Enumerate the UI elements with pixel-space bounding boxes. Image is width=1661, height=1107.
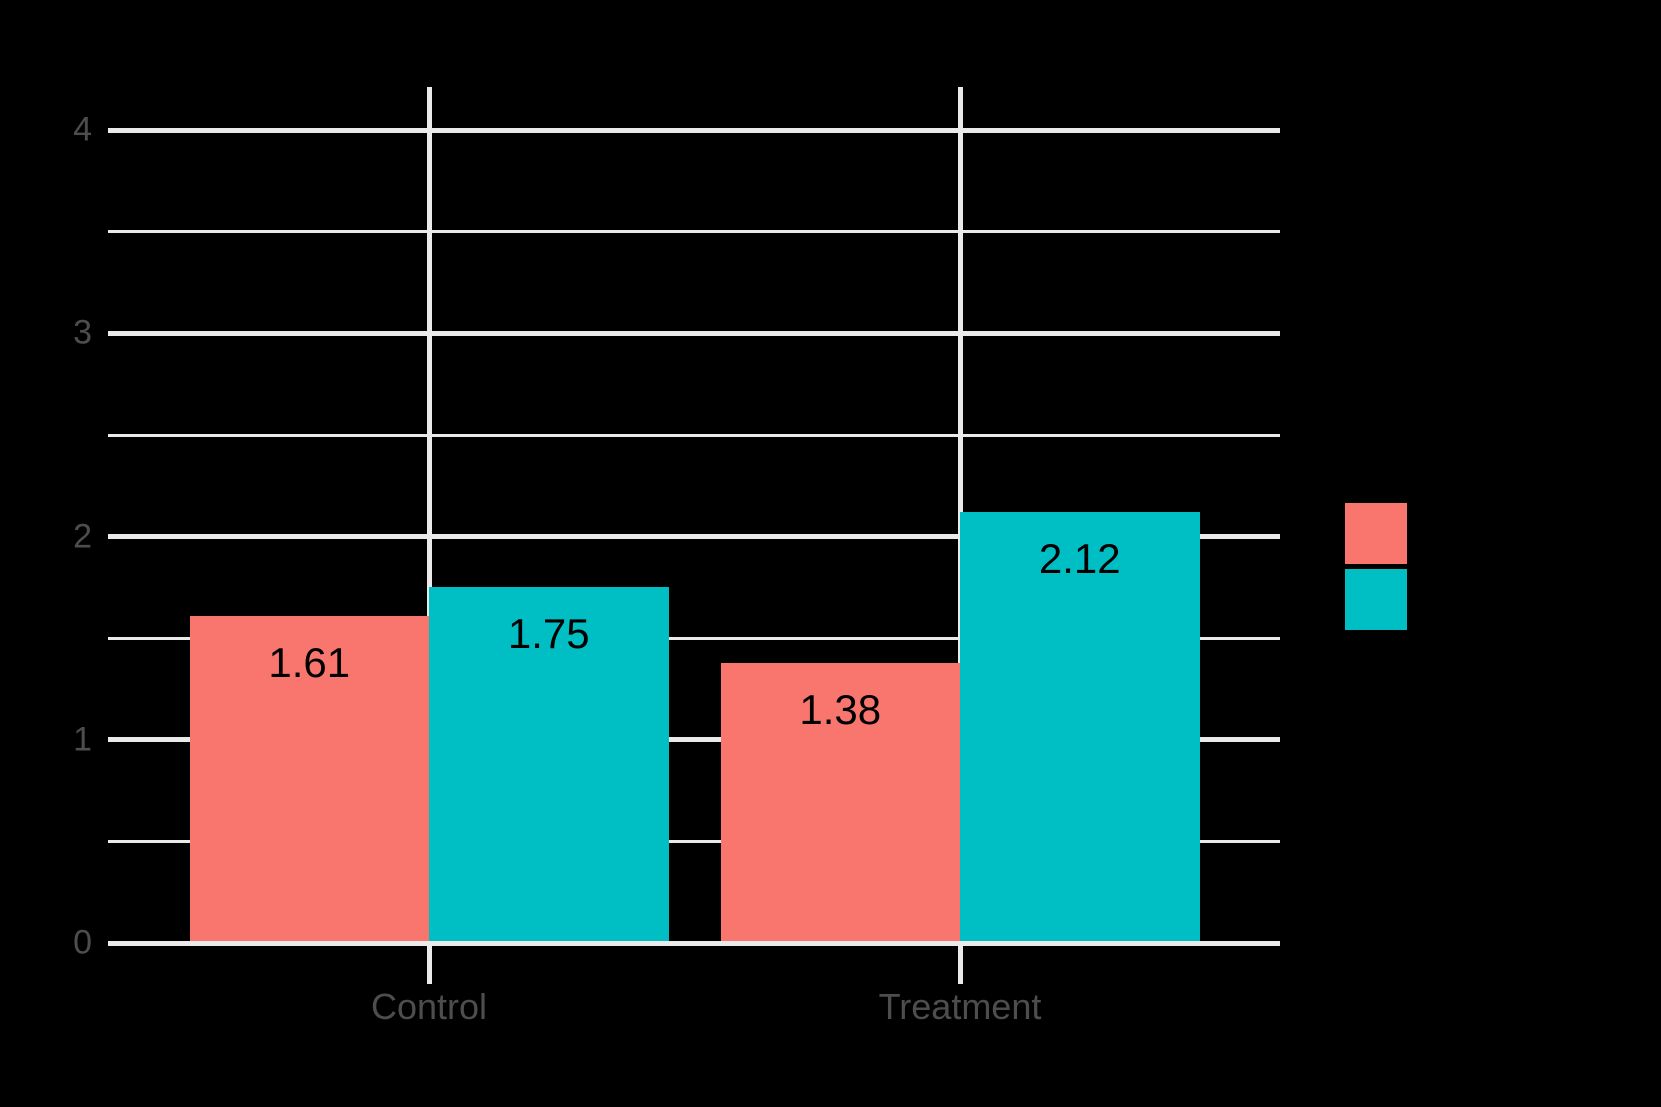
- legend-swatch-series-1: [1345, 503, 1407, 564]
- minor-gridline: [108, 433, 1280, 437]
- y-tick-label-0: 0: [73, 923, 92, 962]
- y-tick-label-1: 1: [73, 720, 92, 759]
- minor-gridline: [108, 839, 1280, 843]
- y-tick-label-4: 4: [73, 110, 92, 149]
- major-gridline: [108, 534, 1280, 540]
- bar-control-series-2: [429, 587, 669, 941]
- major-gridline: [108, 330, 1280, 336]
- value-label-control-series-1: 1.61: [268, 638, 351, 686]
- minor-gridline: [108, 636, 1280, 640]
- y-tick-label-3: 3: [73, 313, 92, 352]
- major-gridline: [108, 940, 1280, 946]
- legend-swatch-series-2: [1345, 569, 1407, 630]
- major-gridline: [108, 737, 1280, 743]
- vertical-gridline-control: [426, 87, 432, 984]
- x-tick-label-control: Control: [370, 986, 488, 1027]
- bar-treatment-series-1: [720, 662, 960, 941]
- value-label-treatment-series-1: 1.38: [799, 685, 882, 733]
- major-gridline: [108, 127, 1280, 133]
- bar-treatment-series-2: [960, 512, 1200, 941]
- bar-control-series-1: [189, 615, 429, 941]
- minor-gridline: [108, 230, 1280, 234]
- x-tick-label-treatment: Treatment: [878, 986, 1042, 1027]
- y-tick-label-2: 2: [73, 517, 92, 556]
- value-label-treatment-series-2: 2.12: [1038, 535, 1121, 583]
- value-label-control-series-2: 1.75: [507, 610, 590, 658]
